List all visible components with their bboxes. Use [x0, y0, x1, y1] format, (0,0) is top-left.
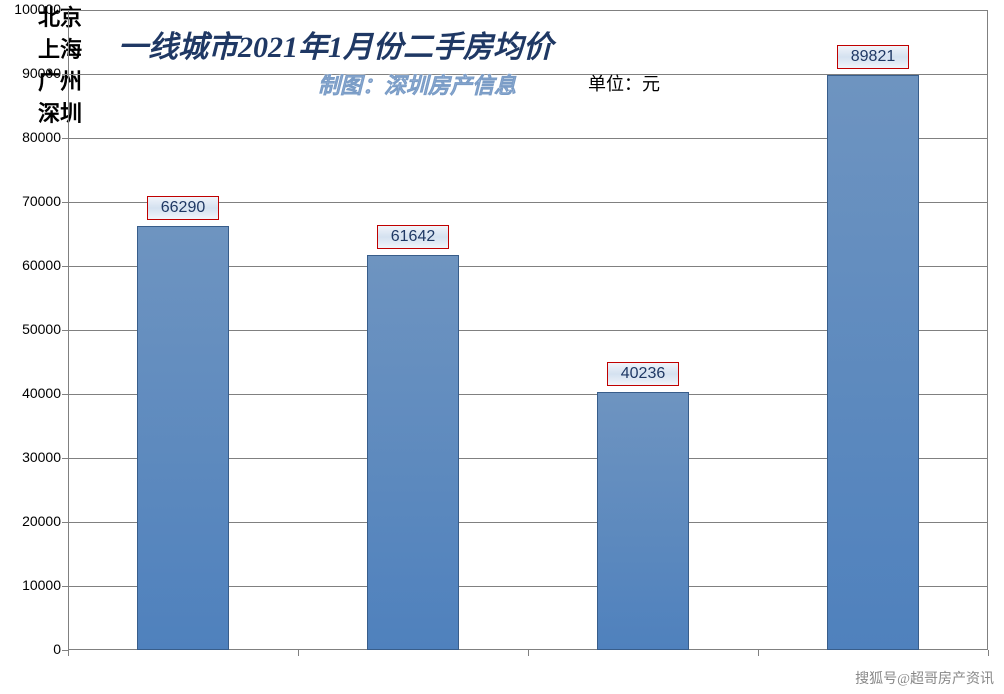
y-tick-label: 100000: [6, 1, 61, 17]
data-label: 40236: [607, 362, 679, 386]
bar-3: [827, 75, 919, 650]
data-label: 66290: [147, 196, 219, 220]
y-tick-label: 90000: [6, 65, 61, 81]
y-tick-label: 10000: [6, 577, 61, 593]
bar-chart: 0 10000 20000 30000 40000 50000 60000 70000 8000…: [0, 0, 1004, 694]
watermark: 搜狐号@超哥房产资讯: [855, 668, 994, 688]
bar-0: [137, 226, 229, 650]
y-tick-label: 40000: [6, 385, 61, 401]
y-tick-label: 0: [6, 641, 61, 657]
chart-title: 一线城市2021年1月份二手房均价: [118, 22, 553, 66]
data-label: 89821: [837, 45, 909, 69]
bar-1: [367, 255, 459, 650]
unit-label: 单位：元: [588, 70, 660, 96]
y-tick-label: 30000: [6, 449, 61, 465]
bar-2: [597, 392, 689, 650]
y-tick-label: 70000: [6, 193, 61, 209]
y-tick-label: 80000: [6, 129, 61, 145]
y-tick-label: 60000: [6, 257, 61, 273]
chart-subtitle: 制图：深圳房产信息: [318, 68, 516, 100]
data-label: 61642: [377, 225, 449, 249]
y-tick-label: 20000: [6, 513, 61, 529]
y-tick-label: 50000: [6, 321, 61, 337]
